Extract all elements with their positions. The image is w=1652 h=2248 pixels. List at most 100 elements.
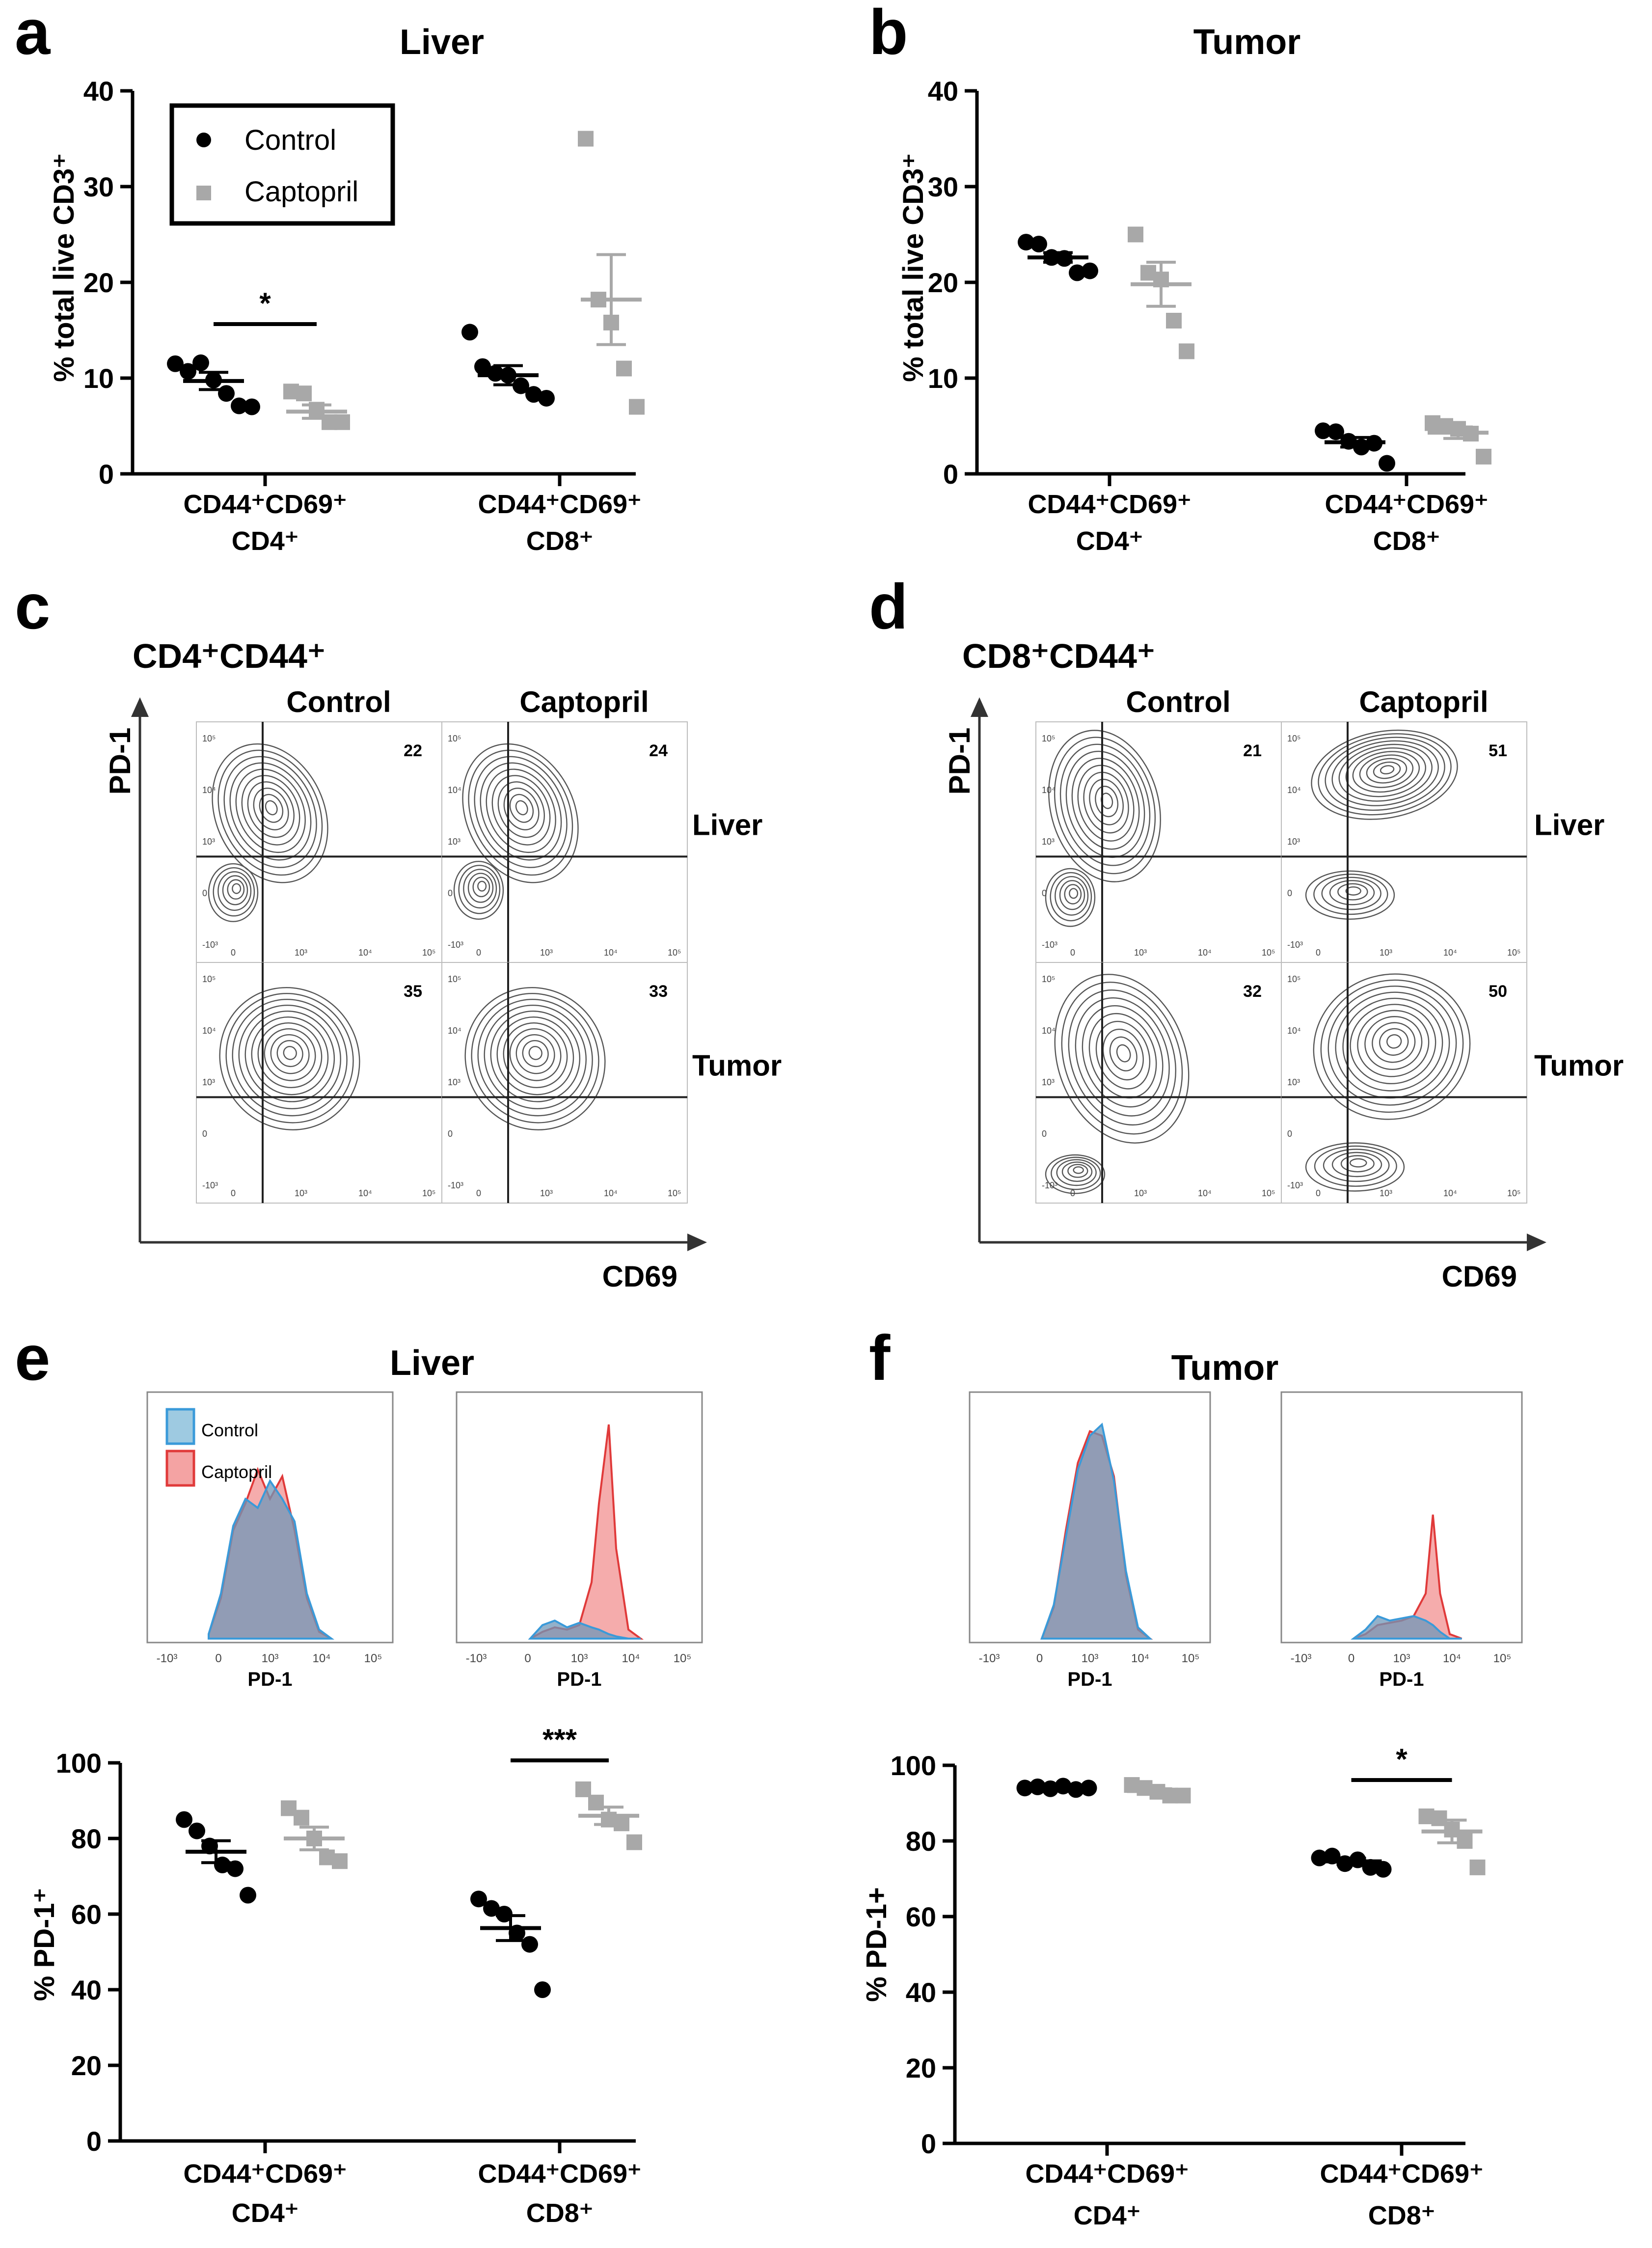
flow-x-tick-label: 10³ xyxy=(295,948,307,958)
flow-x-tick-label: 0 xyxy=(1316,1188,1321,1198)
flow-x-tick-label: 10⁴ xyxy=(1198,1188,1212,1198)
contour-ring xyxy=(491,775,551,846)
contour-ring xyxy=(1083,771,1129,834)
contour-ring xyxy=(1311,729,1458,820)
flow-x-tick-label: 10⁵ xyxy=(422,1188,435,1198)
data-point-control xyxy=(470,1891,487,1908)
contour-ring xyxy=(1305,1142,1405,1192)
panel-c-flow-grid: Control Captopril 22 10⁵ 10⁴ 10³ 0 -10³ 0 10³ 10⁴ 1… xyxy=(104,685,782,1293)
contour-ring xyxy=(1364,1016,1423,1070)
contour-ring xyxy=(1305,870,1395,920)
contour-ring xyxy=(225,993,354,1124)
contour-ring xyxy=(1054,974,1190,1144)
histogram-control xyxy=(208,1479,335,1640)
hist-x-tick-label: 10⁵ xyxy=(674,1652,692,1665)
data-point-control xyxy=(538,389,555,407)
contour-ring xyxy=(1329,880,1375,905)
contour-ring xyxy=(1064,884,1082,905)
data-point-control xyxy=(1379,455,1395,472)
flow-x-tick-label: 10⁴ xyxy=(358,948,372,958)
contour-ring xyxy=(458,865,501,914)
hist-x-tick-label: -10³ xyxy=(157,1652,178,1665)
contour-ring xyxy=(477,999,593,1117)
data-point-captopril xyxy=(578,131,594,147)
panel-label-e: e xyxy=(15,1322,50,1394)
data-point-control xyxy=(461,324,478,341)
flow-y-tick-label: 0 xyxy=(448,1129,453,1139)
x-tick-label: CD44⁺CD69⁺ xyxy=(183,2159,347,2189)
flow-x-tick-label: 10⁵ xyxy=(1507,1188,1520,1198)
x-axis-arrow xyxy=(1527,1234,1546,1251)
data-point-captopril xyxy=(629,399,645,415)
flow-y-tick-label: 0 xyxy=(448,888,453,898)
flow-x-tick-label: 0 xyxy=(476,948,481,958)
y-tick-label: 10 xyxy=(83,363,114,394)
flow-x-tick-label: 10³ xyxy=(1134,948,1147,958)
panel-label-c: c xyxy=(15,571,50,642)
contour-ring xyxy=(1071,758,1140,850)
y-tick-label: 20 xyxy=(906,2053,936,2084)
data-point-captopril xyxy=(626,1834,642,1850)
contour-ring xyxy=(1349,1158,1367,1168)
flow-y-tick-label: 0 xyxy=(1287,888,1292,898)
hist-x-tick-label: 0 xyxy=(1036,1652,1043,1665)
flow-x-tick-label: 0 xyxy=(1070,1188,1075,1198)
flow-x-tick-label: 10³ xyxy=(1134,1188,1147,1198)
flow-plot-frame xyxy=(1035,962,1282,1204)
contour-ring xyxy=(468,749,573,876)
hist-x-tick-label: -10³ xyxy=(1291,1652,1312,1665)
panel-c-title: CD4⁺CD44⁺ xyxy=(133,637,325,675)
contour-ring xyxy=(251,1016,329,1096)
y-tick-label: 60 xyxy=(71,1899,102,1930)
x-tick-label: CD8⁺ xyxy=(1373,526,1440,556)
x-tick-label: CD8⁺ xyxy=(1368,2201,1435,2230)
contour-ring xyxy=(1095,1020,1151,1090)
quadrant-percentage: 35 xyxy=(404,982,422,1001)
data-point-control xyxy=(1315,422,1331,439)
contour-ring xyxy=(1068,989,1177,1126)
data-point-captopril xyxy=(575,1781,591,1797)
panel-f-histograms: f Tumor -10³ 0 10³ 10⁴ 10⁵ PD-1 -10³ 0 10³ 10⁴ 10⁵… xyxy=(869,1322,1523,1690)
contour-ring xyxy=(1059,880,1085,910)
contour-ring xyxy=(1061,1161,1093,1182)
contour-ring xyxy=(1380,765,1395,775)
data-point-control xyxy=(176,1811,192,1828)
y-tick-label: 40 xyxy=(71,1974,102,2005)
data-point-control xyxy=(1030,236,1047,252)
contour-ring xyxy=(1059,743,1151,866)
contour-ring xyxy=(503,787,540,831)
contour-ring xyxy=(1342,997,1443,1092)
panel-f-scatter: % PD-1+ 0 20 40 60 80 100 CD44⁺CD69⁺ CD4⁺ CD44⁺C… xyxy=(861,1743,1486,2230)
y-tick-label: 0 xyxy=(921,2128,936,2159)
contour-ring xyxy=(212,743,328,883)
flow-y-tick-label: 10⁵ xyxy=(448,974,461,984)
hist-x-tick-label: 10⁴ xyxy=(1443,1652,1461,1665)
contour-ring xyxy=(283,1046,297,1060)
contour-ring xyxy=(1109,1036,1137,1071)
flow-y-tick-label: 10⁵ xyxy=(448,734,461,743)
flow-x-tick-label: 10³ xyxy=(540,948,553,958)
flow-y-tick-label: 10⁴ xyxy=(1287,785,1301,795)
data-point-captopril xyxy=(332,1853,348,1869)
flow-x-tick-label: 10⁵ xyxy=(1262,1188,1275,1198)
legend-label-control: Control xyxy=(201,1420,258,1440)
y-tick-label: 20 xyxy=(71,2050,102,2081)
flow-y-tick-label: 10³ xyxy=(202,1077,215,1087)
contour-ring xyxy=(1051,1156,1101,1190)
legend-captopril-label: Captopril xyxy=(244,176,358,208)
data-point-control xyxy=(1080,1780,1097,1797)
contour-ring xyxy=(1327,986,1457,1106)
contour-ring xyxy=(238,1005,341,1109)
contour-ring xyxy=(1321,877,1381,910)
y-tick-label: 100 xyxy=(891,1750,936,1781)
contour-ring xyxy=(1335,991,1450,1099)
row-label: Tumor xyxy=(692,1049,782,1082)
contour-ring xyxy=(1331,740,1439,806)
x-tick-label: CD44⁺CD69⁺ xyxy=(478,2159,641,2189)
contour-ring xyxy=(1331,1151,1382,1178)
quadrant-percentage: 32 xyxy=(1243,982,1262,1001)
x-tick-label: CD44⁺CD69⁺ xyxy=(1025,2159,1189,2189)
contour-ring xyxy=(509,794,534,823)
contour-ring xyxy=(213,867,255,917)
contour-ring xyxy=(1054,737,1156,875)
